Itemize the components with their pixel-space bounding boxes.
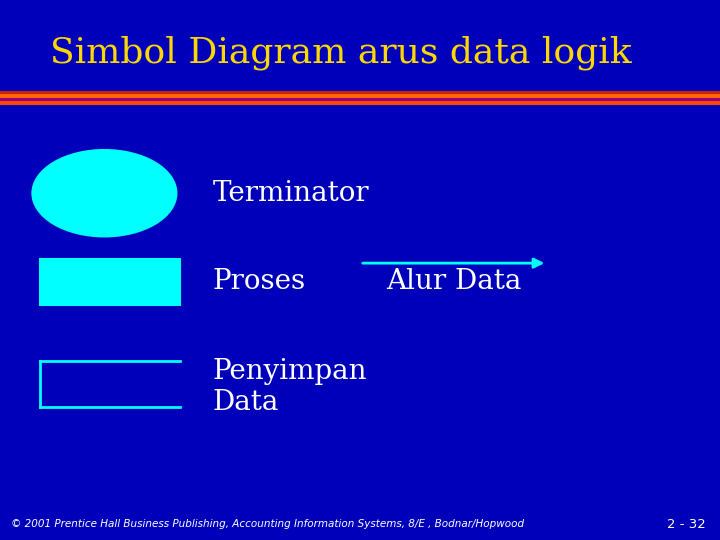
Bar: [0, 94, 720, 98]
Text: Penyimpan
Data: Penyimpan Data: [212, 358, 367, 416]
Text: 2 - 32: 2 - 32: [667, 518, 706, 531]
Bar: [0, 98, 720, 101]
Text: Alur Data: Alur Data: [386, 268, 521, 295]
Bar: [0, 91, 720, 94]
Text: Terminator: Terminator: [212, 180, 369, 207]
Bar: [0, 101, 720, 105]
Text: Proses: Proses: [212, 268, 305, 295]
Text: © 2001 Prentice Hall Business Publishing, Accounting Information Systems, 8/E , : © 2001 Prentice Hall Business Publishing…: [11, 519, 524, 529]
Text: Simbol Diagram arus data logik: Simbol Diagram arus data logik: [50, 36, 632, 71]
Bar: [40, 259, 180, 305]
Ellipse shape: [32, 150, 176, 237]
